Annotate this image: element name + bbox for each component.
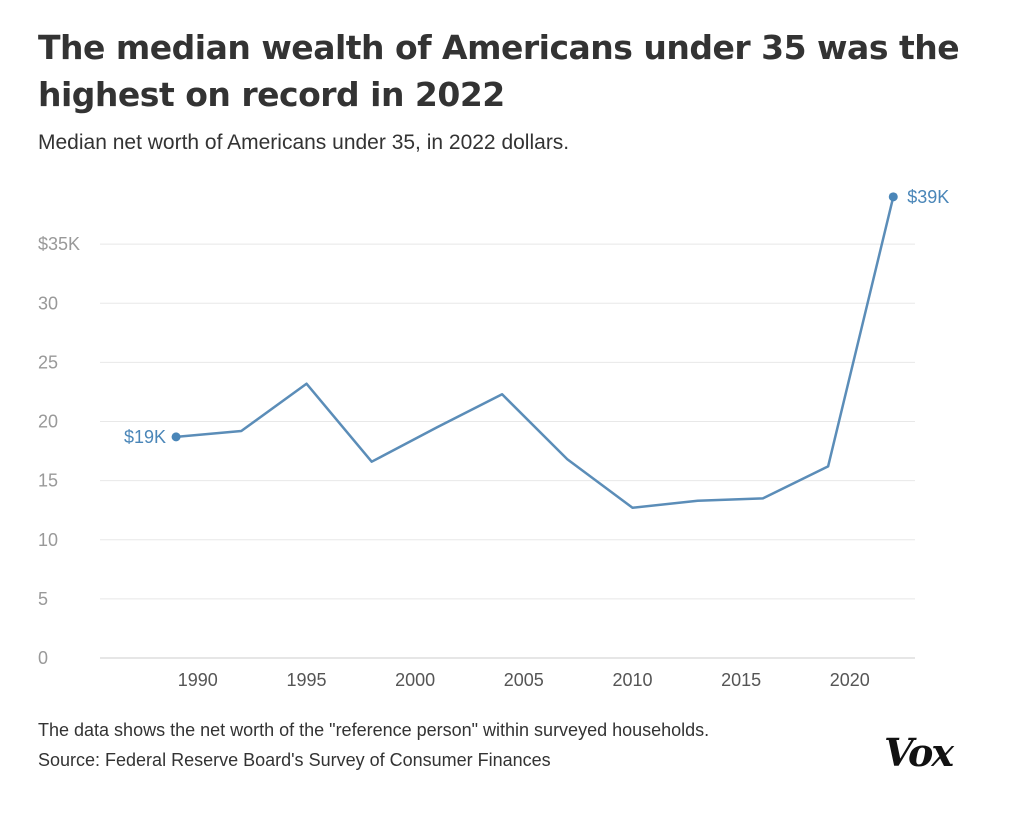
y-tick-label: 30 — [38, 293, 58, 313]
footnote: The data shows the net worth of the "ref… — [38, 720, 710, 740]
source-credit: Source: Federal Reserve Board's Survey o… — [38, 750, 551, 770]
x-tick-label: 2015 — [721, 670, 761, 690]
x-axis: 1990 1995 2000 2005 2010 2015 2020 — [178, 670, 870, 690]
data-label: $39K — [907, 187, 949, 207]
vox-logo: Vox — [884, 730, 954, 775]
x-tick-label: 2020 — [830, 670, 870, 690]
annotations: $19K $39K — [124, 187, 949, 447]
data-label: $19K — [124, 427, 166, 447]
chart-title: The median wealth of Americans under 35 … — [38, 28, 960, 114]
series-line — [174, 195, 895, 510]
y-tick-label: $35K — [38, 234, 80, 254]
y-tick-label: 10 — [38, 530, 58, 550]
x-tick-label: 2005 — [504, 670, 544, 690]
series — [174, 195, 895, 510]
chart-subtitle: Median net worth of Americans under 35, … — [38, 131, 570, 154]
x-tick-label: 1990 — [178, 670, 218, 690]
data-point — [888, 192, 898, 202]
grid-lines — [100, 243, 915, 659]
y-tick-label: 25 — [38, 352, 58, 372]
y-axis: 0 5 10 15 20 25 30 $35K — [38, 234, 80, 668]
y-tick-label: 20 — [38, 412, 58, 432]
x-tick-label: 2010 — [612, 670, 652, 690]
y-tick-label: 15 — [38, 471, 58, 491]
x-tick-label: 1995 — [286, 670, 326, 690]
x-tick-label: 2000 — [395, 670, 435, 690]
y-tick-label: 0 — [38, 648, 48, 668]
data-point — [171, 432, 181, 442]
y-tick-label: 5 — [38, 589, 48, 609]
